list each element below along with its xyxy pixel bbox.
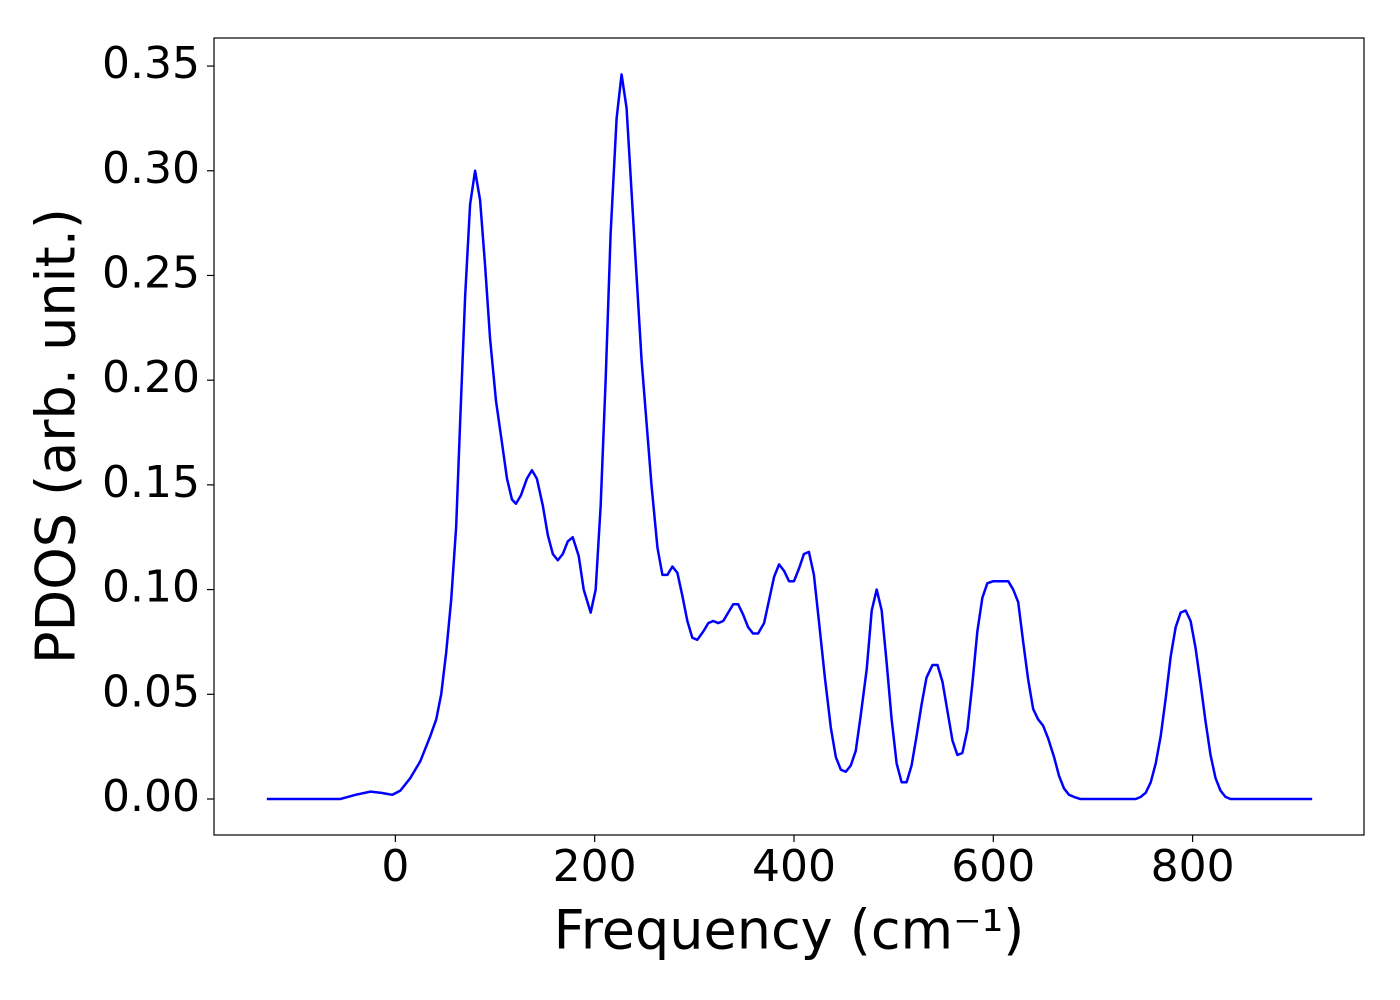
x-axis-label: Frequency (cm⁻¹) [554,899,1025,962]
plot-frame [213,37,1365,836]
y-tick-label: 0.20 [102,352,200,403]
x-tick-label: 0 [381,841,409,892]
y-tick-label: 0.05 [102,666,200,717]
y-axis-label: PDOS (arb. unit.) [25,208,88,664]
y-tick-label: 0.35 [102,38,200,89]
x-tick-label: 400 [752,841,836,892]
y-tick-label: 0.25 [102,247,200,298]
y-tick-label: 0.15 [102,457,200,508]
data-line [266,73,1313,801]
x-tick-label: 600 [951,841,1035,892]
y-tick-label: 0.00 [102,771,200,822]
x-tick-label: 200 [553,841,637,892]
y-tick-label: 0.30 [102,143,200,194]
y-tick-label: 0.10 [102,562,200,613]
x-tick-label: 800 [1151,841,1235,892]
